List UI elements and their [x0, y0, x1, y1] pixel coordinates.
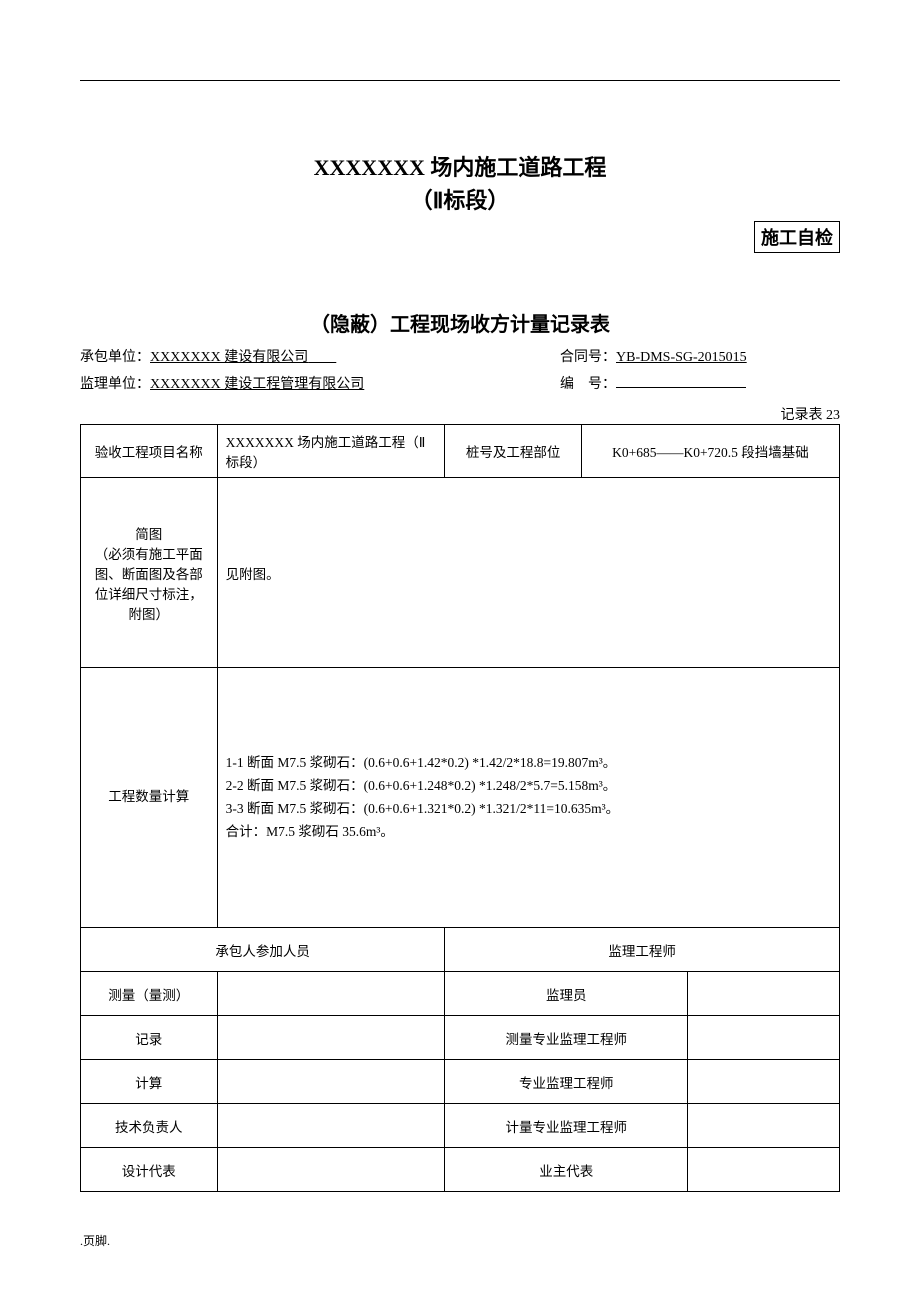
meta-row-1: 承包单位：XXXXXXX 建设有限公司 合同号：YB-DMS-SG-201501…	[80, 345, 840, 372]
serial-label: 编 号：	[560, 377, 616, 392]
meta-row-2: 监理单位：XXXXXXX 建设工程管理有限公司 编 号：	[80, 372, 840, 399]
sketch-label: 简图 （必须有施工平面图、断面图及各部位详细尺寸标注，附图）	[81, 478, 218, 668]
title-line1: XXXXXXX 场内施工道路工程	[80, 151, 840, 184]
sign-left-label: 计算	[81, 1060, 218, 1104]
sign-row: 计算 专业监理工程师	[81, 1060, 840, 1104]
inspect-box: 施工自检	[754, 221, 840, 253]
contractor-value: XXXXXXX 建设有限公司	[150, 350, 308, 365]
supervisor-value: XXXXXXX 建设工程管理有限公司	[150, 377, 364, 392]
sign-row: 设计代表 业主代表	[81, 1148, 840, 1192]
page-footer: .页脚.	[80, 1232, 840, 1249]
table-caption: 记录表 23	[80, 404, 840, 424]
project-name-value: XXXXXXX 场内施工道路工程（Ⅱ标段）	[217, 425, 445, 478]
sign-right-value	[688, 1016, 840, 1060]
sign-left-value	[217, 972, 445, 1016]
calc-line: 1-1 断面 M7.5 浆砌石：(0.6+0.6+1.42*0.2) *1.42…	[226, 752, 831, 775]
sign-left-label: 技术负责人	[81, 1104, 218, 1148]
calc-value: 1-1 断面 M7.5 浆砌石：(0.6+0.6+1.42*0.2) *1.42…	[217, 668, 839, 928]
sign-header-row: 承包人参加人员 监理工程师	[81, 928, 840, 972]
sign-right-value	[688, 972, 840, 1016]
sign-left-value	[217, 1060, 445, 1104]
sign-right-value	[688, 1148, 840, 1192]
sign-right-value	[688, 1104, 840, 1148]
sign-left-label: 记录	[81, 1016, 218, 1060]
top-rule	[80, 80, 840, 81]
sign-right-label: 业主代表	[445, 1148, 688, 1192]
title-line2: （Ⅱ标段）	[80, 184, 840, 217]
sign-right-label: 监理员	[445, 972, 688, 1016]
subtitle: （隐蔽）工程现场收方计量记录表	[80, 308, 840, 337]
contract-no-value: YB-DMS-SG-2015015	[616, 350, 747, 365]
sign-left-value	[217, 1104, 445, 1148]
sign-left-value	[217, 1016, 445, 1060]
serial-blank	[616, 374, 746, 388]
table-row: 工程数量计算 1-1 断面 M7.5 浆砌石：(0.6+0.6+1.42*0.2…	[81, 668, 840, 928]
contractor-label: 承包单位：	[80, 350, 150, 365]
sign-right-value	[688, 1060, 840, 1104]
project-name-label: 验收工程项目名称	[81, 425, 218, 478]
record-table: 验收工程项目名称 XXXXXXX 场内施工道路工程（Ⅱ标段） 桩号及工程部位 K…	[80, 424, 840, 1192]
sign-row: 记录 测量专业监理工程师	[81, 1016, 840, 1060]
calc-line: 合计：M7.5 浆砌石 35.6m³。	[226, 821, 831, 844]
sign-row: 技术负责人 计量专业监理工程师	[81, 1104, 840, 1148]
title-block: XXXXXXX 场内施工道路工程 （Ⅱ标段）	[80, 151, 840, 217]
contract-no-label: 合同号：	[560, 350, 616, 365]
calc-line: 3-3 断面 M7.5 浆砌石：(0.6+0.6+1.321*0.2) *1.3…	[226, 798, 831, 821]
calc-line: 2-2 断面 M7.5 浆砌石：(0.6+0.6+1.248*0.2) *1.2…	[226, 775, 831, 798]
calc-label: 工程数量计算	[81, 668, 218, 928]
sign-right-label: 专业监理工程师	[445, 1060, 688, 1104]
table-row: 验收工程项目名称 XXXXXXX 场内施工道路工程（Ⅱ标段） 桩号及工程部位 K…	[81, 425, 840, 478]
sign-right-label: 计量专业监理工程师	[445, 1104, 688, 1148]
sign-left-label: 设计代表	[81, 1148, 218, 1192]
pile-value: K0+685——K0+720.5 段挡墙基础	[581, 425, 839, 478]
pile-label: 桩号及工程部位	[445, 425, 582, 478]
sketch-value: 见附图。	[217, 478, 839, 668]
sign-right-label: 测量专业监理工程师	[445, 1016, 688, 1060]
sign-left-value	[217, 1148, 445, 1192]
sign-header-contractor: 承包人参加人员	[81, 928, 445, 972]
table-row: 简图 （必须有施工平面图、断面图及各部位详细尺寸标注，附图） 见附图。	[81, 478, 840, 668]
supervisor-label: 监理单位：	[80, 377, 150, 392]
sign-header-supervisor: 监理工程师	[445, 928, 840, 972]
sign-row: 测量（量测） 监理员	[81, 972, 840, 1016]
sign-left-label: 测量（量测）	[81, 972, 218, 1016]
